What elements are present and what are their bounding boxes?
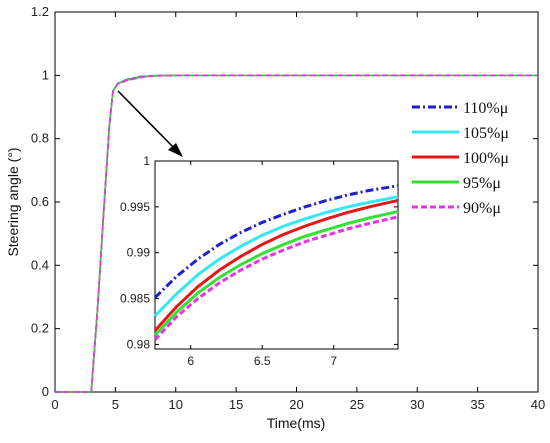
x-tick-label: 10 (169, 397, 183, 412)
inset-y-tick-label: 0.98 (127, 337, 151, 351)
inset-y-tick-label: 0.995 (120, 200, 150, 214)
main-series (55, 74, 538, 393)
y-tick-label: 0.8 (31, 131, 49, 146)
y-tick-label: 0.2 (31, 321, 49, 336)
legend: 110%μ 105%μ 100%μ 95%μ 90%μ (412, 100, 509, 217)
legend-label-105: 105%μ (463, 125, 509, 142)
x-tick-label: 5 (112, 397, 119, 412)
legend-label-90: 90%μ (463, 200, 501, 217)
inset-x-tick-label: 6.5 (254, 354, 271, 368)
inset-series-line-2 (153, 198, 399, 332)
inset-y-tick-label: 0.985 (120, 292, 150, 306)
x-tick-label: 20 (289, 397, 303, 412)
inset-ticks: 6 6.5 7 0.98 0.985 0.99 0.995 1 (120, 154, 398, 368)
x-tick-label: 35 (470, 397, 484, 412)
legend-label-100: 100%μ (463, 150, 509, 167)
inset-series-line-1 (153, 195, 399, 318)
legend-label-95: 95%μ (463, 175, 501, 192)
legend-label-110: 110%μ (463, 100, 508, 117)
y-tick-label: 1 (42, 67, 49, 82)
inset: 6 6.5 7 0.98 0.985 0.99 0.995 1 (120, 154, 399, 368)
x-tick-label: 25 (350, 397, 364, 412)
main-ticks: 0 5 10 15 20 25 30 35 40 0 0.2 0.4 0.6 0.8 1 1.2 (31, 4, 545, 412)
y-tick-label: 0.4 (31, 257, 49, 272)
zoom-arrow-head (168, 143, 183, 157)
series-line-4 (55, 74, 538, 393)
inset-series-line-0 (153, 184, 399, 299)
x-tick-label: 40 (531, 397, 545, 412)
x-tick-label: 0 (51, 397, 58, 412)
y-axis-label: Steering angle (°) (5, 147, 21, 256)
x-tick-label: 30 (410, 397, 424, 412)
y-tick-label: 0 (42, 384, 49, 399)
y-tick-label: 1.2 (31, 4, 49, 19)
inset-series-line-4 (153, 215, 399, 341)
x-tick-label: 15 (229, 397, 243, 412)
inset-y-tick-label: 1 (143, 154, 150, 168)
inset-series (153, 184, 399, 341)
inset-x-tick-label: 6 (187, 354, 194, 368)
inset-series-line-3 (153, 209, 399, 337)
inset-x-tick-label: 7 (330, 354, 337, 368)
x-axis-label: Time(ms) (267, 415, 326, 431)
inset-y-tick-label: 0.99 (127, 246, 151, 260)
y-tick-label: 0.6 (31, 194, 49, 209)
inset-frame (154, 160, 399, 350)
zoom-arrow-line (117, 90, 179, 153)
